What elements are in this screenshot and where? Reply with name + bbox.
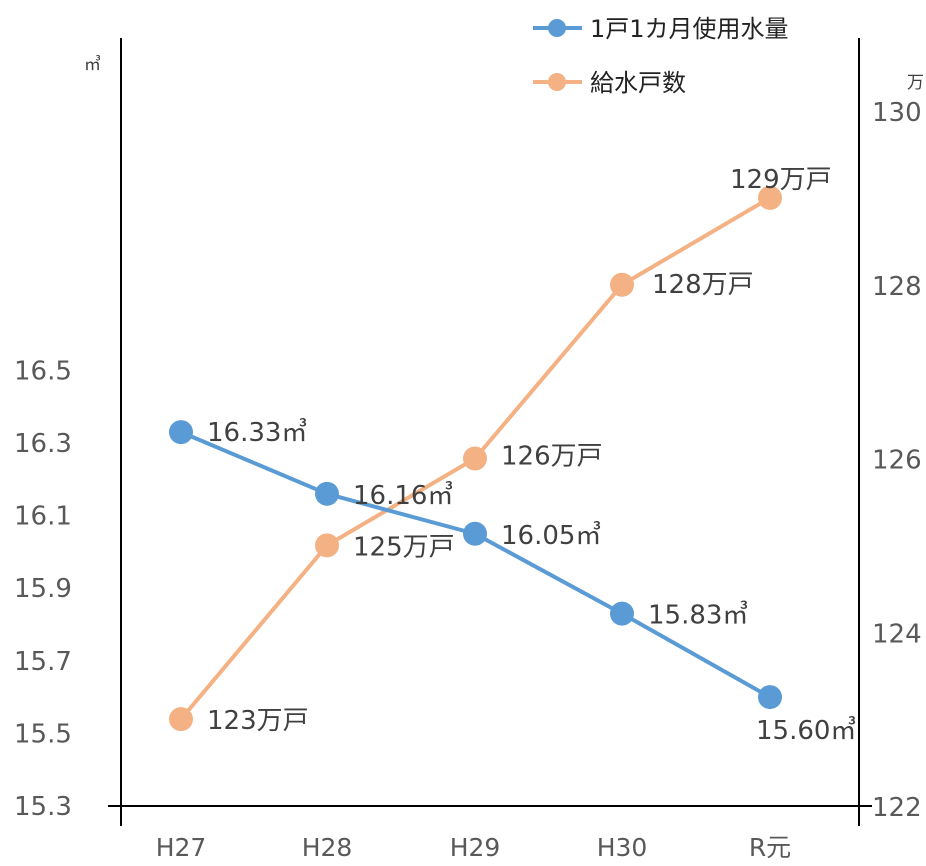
left-axis-ticks: 16.5 16.3 16.1 15.9 15.7 15.5 15.3: [14, 356, 72, 822]
left-tick-label: 15.3: [14, 792, 72, 822]
data-label-households: 126万戸: [501, 442, 603, 472]
left-axis-unit: ㎥: [84, 55, 101, 75]
left-tick-label: 15.9: [14, 574, 72, 604]
data-point-households: [610, 272, 634, 297]
left-tick-label: 16.1: [14, 502, 72, 532]
x-tick-label: H27: [156, 833, 207, 862]
legend-item-households: 給水戸数: [533, 69, 686, 97]
legend-label-households: 給水戸数: [590, 69, 686, 97]
right-tick-label: 128: [872, 272, 922, 302]
right-axis-ticks: 130 128 126 124 122: [872, 98, 922, 823]
left-tick-label: 16.5: [14, 356, 72, 386]
legend-item-usage: 1戸1カ月使用水量: [533, 15, 789, 43]
right-tick-label: 130: [872, 98, 922, 128]
data-point-usage: [610, 601, 634, 626]
legend-label-usage: 1戸1カ月使用水量: [590, 15, 789, 43]
right-tick-label: 124: [872, 619, 922, 649]
left-tick-label: 15.5: [14, 719, 72, 749]
series-line-usage: [180, 430, 771, 699]
data-point-usage: [463, 521, 487, 546]
right-tick-label: 126: [872, 446, 922, 476]
left-tick-label: 16.3: [14, 429, 72, 459]
data-label-usage: 16.33㎥: [207, 418, 307, 448]
series-layer: [169, 185, 782, 732]
x-tick-label: H28: [302, 833, 353, 862]
data-point-usage: [758, 685, 782, 710]
legend: 1戸1カ月使用水量 給水戸数: [533, 15, 789, 97]
x-tick-label: R元: [749, 833, 791, 862]
legend-swatch-dot: [548, 73, 566, 91]
data-point-households: [463, 446, 487, 471]
data-label-usage: 16.05㎥: [501, 521, 601, 551]
data-label-households: 123万戸: [207, 706, 309, 736]
right-axis-unit: 万: [907, 73, 924, 93]
data-label-households: 128万戸: [652, 270, 754, 300]
data-label-usage: 16.16㎥: [353, 481, 453, 511]
data-label-usage: 15.83㎥: [648, 601, 748, 631]
legend-swatch-dot: [548, 19, 566, 37]
data-label-households: 125万戸: [353, 532, 455, 562]
data-point-households: [758, 185, 782, 210]
x-tick-label: H30: [597, 833, 648, 862]
x-axis-ticks: H27 H28 H29 H30 R元: [156, 833, 792, 862]
left-tick-label: 15.7: [14, 647, 72, 677]
data-point-households: [315, 533, 339, 558]
data-label-usage: 15.60㎥: [756, 716, 856, 746]
data-point-households: [169, 707, 193, 732]
data-label-layer: 123万戸 125万戸 126万戸 128万戸 129万戸 16.33㎥ 16.16㎥ 16.…: [207, 165, 856, 746]
data-point-usage: [315, 481, 339, 506]
right-tick-label: 122: [872, 793, 922, 823]
x-tick-label: H29: [450, 833, 501, 862]
data-point-usage: [169, 420, 193, 445]
data-label-households: 129万戸: [730, 165, 832, 195]
